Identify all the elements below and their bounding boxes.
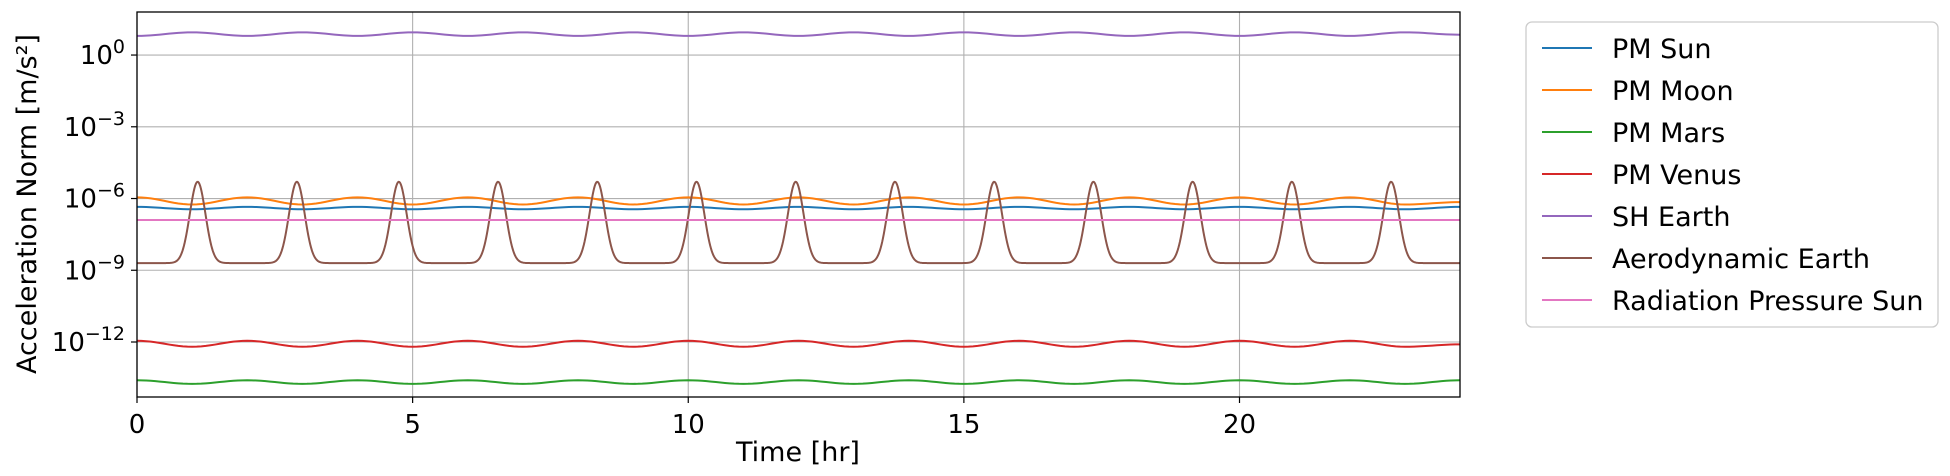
y-tick-exponent: −12 [85,323,125,345]
y-tick-base: 10 [64,185,97,215]
series-line-aerodynamic-earth [137,180,1460,265]
y-tick-base: 10 [64,113,97,143]
grid [136,12,1460,397]
legend-box [1525,21,1939,328]
legend: PM Sun PM Moon PM Mars PM Venus SH Earth Aero… [1525,21,1939,328]
series-line-pm-venus [137,339,1460,348]
y-tick-label: 10−9 [64,251,125,286]
series-line-sh-earth [137,31,1460,37]
y-tick-base: 10 [80,41,113,71]
y-tick-base: 10 [64,256,97,286]
series-line-pm-sun [137,205,1460,211]
x-tick-label: 15 [947,410,980,440]
legend-label: Aerodynamic Earth [1612,244,1870,275]
legend-label: PM Venus [1612,160,1741,191]
y-tick-label: 100 [80,36,125,71]
series-line-pm-mars [137,379,1460,385]
legend-label: PM Sun [1612,34,1712,65]
x-axis: 0 5 10 15 20 [129,397,1256,440]
x-tick-label: 5 [404,410,421,440]
y-tick-exponent: −6 [97,180,125,202]
legend-label: PM Mars [1612,118,1725,149]
y-tick-label: 10−12 [52,323,125,358]
x-tick-label: 0 [129,410,146,440]
plot-frame [136,11,1461,398]
y-tick-exponent: −9 [97,251,125,273]
x-tick-label: 20 [1223,410,1256,440]
series-line-pm-moon [137,196,1460,206]
x-tick-label: 10 [672,410,705,440]
y-tick-exponent: −3 [97,108,125,130]
y-tick-exponent: 0 [113,36,125,58]
y-tick-base: 10 [52,328,85,358]
plot-series [137,31,1460,385]
legend-label: Radiation Pressure Sun [1612,286,1923,317]
y-tick-label: 10−3 [64,108,125,143]
legend-label: SH Earth [1612,202,1730,233]
x-axis-label: Time [hr] [735,437,860,468]
y-axis-label: Acceleration Norm [m/s²] [12,34,43,374]
y-tick-label: 10−6 [64,180,125,215]
legend-label: PM Moon [1612,76,1734,107]
